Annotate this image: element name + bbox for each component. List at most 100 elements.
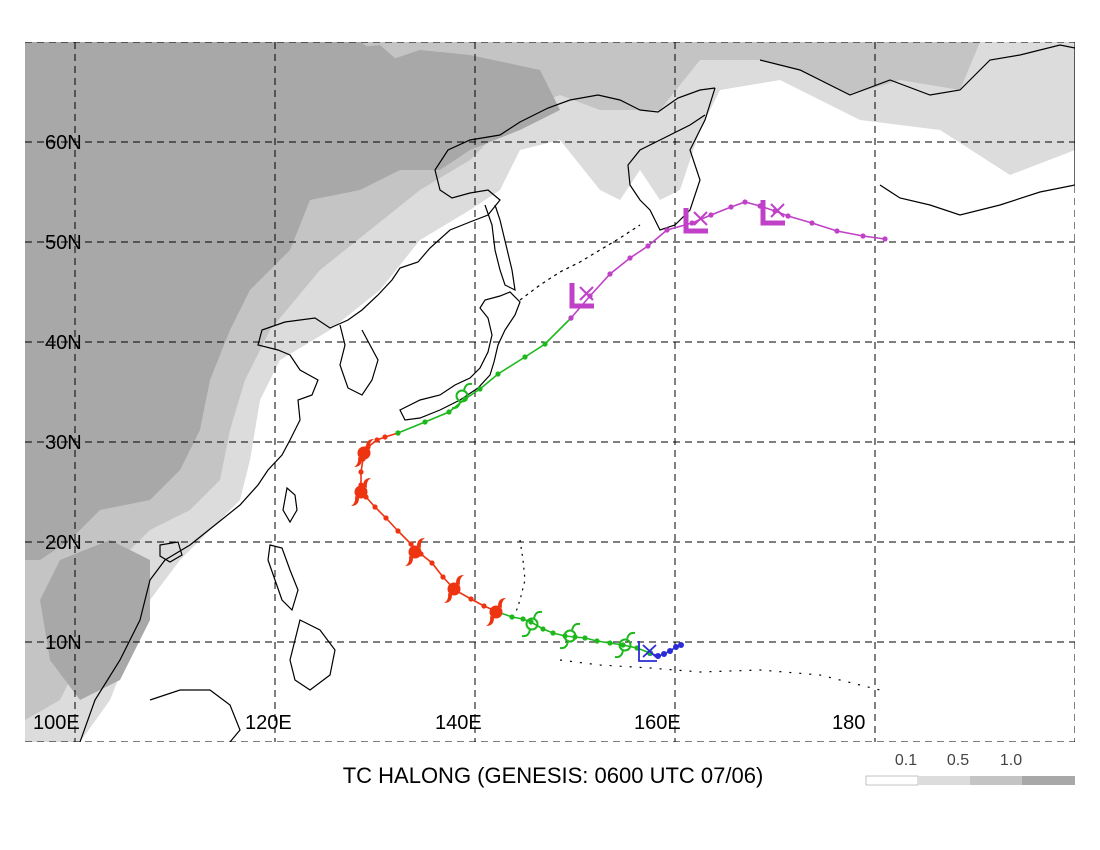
- track-point-magenta-7: [708, 212, 714, 218]
- track-point-blue-1: [655, 653, 661, 659]
- legend-label-0-5: 0.5: [947, 752, 969, 769]
- track-point-green-south-11: [520, 616, 526, 622]
- lat-label-20n: 20N: [45, 532, 82, 554]
- track-point-blue-4: [673, 644, 679, 650]
- track-point-blue-2: [661, 651, 667, 657]
- track-point-red-8: [395, 528, 401, 534]
- storm-marker-1: [559, 622, 581, 650]
- storm-marker-0: [614, 631, 636, 659]
- legend-swatch-2: [918, 776, 970, 785]
- lat-label-10n: 10N: [45, 632, 82, 654]
- track-point-magenta-13: [809, 220, 815, 226]
- track-point-red-4: [440, 574, 446, 580]
- track-point-magenta-12: [785, 213, 791, 219]
- lat-label-50n: 50N: [45, 232, 82, 254]
- track-point-green-north-1: [422, 419, 428, 425]
- lon-label-100e: 100E: [33, 712, 80, 734]
- track-point-green-north-2: [446, 409, 452, 415]
- lon-label-120e: 120E: [245, 712, 292, 734]
- track-point-red-10: [372, 504, 378, 510]
- typhoon-marker-0: [486, 598, 506, 626]
- track-point-red-2: [468, 596, 474, 602]
- map-title: TC HALONG (GENESIS: 0600 UTC 07/06): [343, 763, 764, 788]
- low-marker-0: [569, 283, 594, 309]
- coast-taiwan: [282, 486, 298, 524]
- track-point-red-9: [383, 515, 389, 521]
- terrain-shading: [25, 42, 1075, 742]
- track-point-green-south-8: [550, 630, 556, 636]
- typhoon-marker-4: [354, 439, 374, 467]
- storm-marker-3: [451, 382, 473, 410]
- coast-korea: [339, 324, 379, 396]
- coast-micronesia: [559, 659, 881, 691]
- coast-alaska: [759, 44, 1075, 216]
- track-point-green-north-4: [477, 386, 483, 392]
- legend-swatch-4: [1022, 776, 1075, 785]
- coast-sakhalin: [484, 204, 516, 292]
- track-point-green-north-6: [522, 354, 528, 360]
- track-point-magenta-14: [834, 228, 840, 234]
- storm-marker-2: [521, 610, 543, 638]
- lon-label-140e: 140E: [435, 712, 482, 734]
- track-point-magenta-5: [664, 227, 670, 233]
- track-point-red-1: [481, 603, 487, 609]
- lat-label-40n: 40N: [45, 332, 82, 354]
- legend-swatch-1: [865, 775, 919, 786]
- land-dark-4: [40, 540, 150, 700]
- track-point-green-north-0: [395, 430, 401, 436]
- coast-kurils: [519, 224, 641, 301]
- coast-japan: [399, 291, 521, 421]
- track-point-magenta-4: [645, 243, 651, 249]
- typhoon-marker-2: [405, 538, 425, 566]
- track-point-green-south-3: [607, 640, 613, 646]
- track-point-red-13: [358, 469, 364, 475]
- track-point-green-south-9: [540, 626, 546, 632]
- track-point-green-north-7: [542, 341, 548, 347]
- track-point-magenta-15: [860, 233, 866, 239]
- coast-borneo: [149, 689, 241, 742]
- coast-philippines-south: [289, 619, 336, 691]
- coast-luzon: [267, 544, 299, 612]
- typhoon-marker-1: [444, 575, 464, 603]
- track-point-blue-5: [678, 642, 684, 648]
- track-point-red-5: [429, 560, 435, 566]
- latitude-labels: 60N 50N 40N 30N 20N 10N: [45, 132, 82, 654]
- lat-label-60n: 60N: [45, 132, 82, 154]
- track-point-magenta-3: [627, 255, 633, 261]
- track-point-green-south-4: [594, 638, 600, 644]
- track-point-magenta-2: [607, 271, 613, 277]
- track-point-red-7: [408, 541, 414, 547]
- coast-asia-east: [79, 87, 716, 742]
- legend-label-1-0: 1.0: [1000, 752, 1022, 769]
- legend-swatch-3: [970, 776, 1022, 785]
- track-point-green-south-2: [620, 642, 626, 648]
- longitude-labels: 100E 120E 140E 160E 180: [33, 712, 865, 734]
- legend-label-0-1: 0.1: [895, 752, 917, 769]
- track-point-green-north-5: [495, 371, 501, 377]
- shading-legend: 0.1 0.5 1.0: [865, 752, 1075, 786]
- coast-kamchatka: [627, 87, 716, 231]
- track-line-red: [360, 432, 499, 613]
- lon-label-160e: 160E: [634, 712, 681, 734]
- lat-label-30n: 30N: [45, 432, 82, 454]
- track-line-green-north: [397, 317, 572, 434]
- coast-marianas: [514, 539, 526, 616]
- track-line-magenta: [570, 201, 886, 319]
- graticule: [25, 42, 1075, 742]
- track-point-red-17: [382, 434, 388, 440]
- track-symbols: [351, 200, 785, 662]
- storm-track: [358, 199, 888, 659]
- track-point-magenta-8: [728, 204, 734, 210]
- track-point-blue-3: [667, 648, 673, 654]
- track-point-red-16: [374, 437, 380, 443]
- land-dark-3: [330, 45, 540, 115]
- track-point-magenta-9: [742, 199, 748, 205]
- track-point-magenta-16: [882, 236, 888, 242]
- track-point-green-south-10: [528, 619, 534, 625]
- track-point-green-south-12: [509, 614, 515, 620]
- track-point-magenta-0: [568, 315, 574, 321]
- low-marker-2: [760, 200, 785, 226]
- coastlines: [79, 44, 1075, 742]
- lon-label-180: 180: [832, 712, 865, 734]
